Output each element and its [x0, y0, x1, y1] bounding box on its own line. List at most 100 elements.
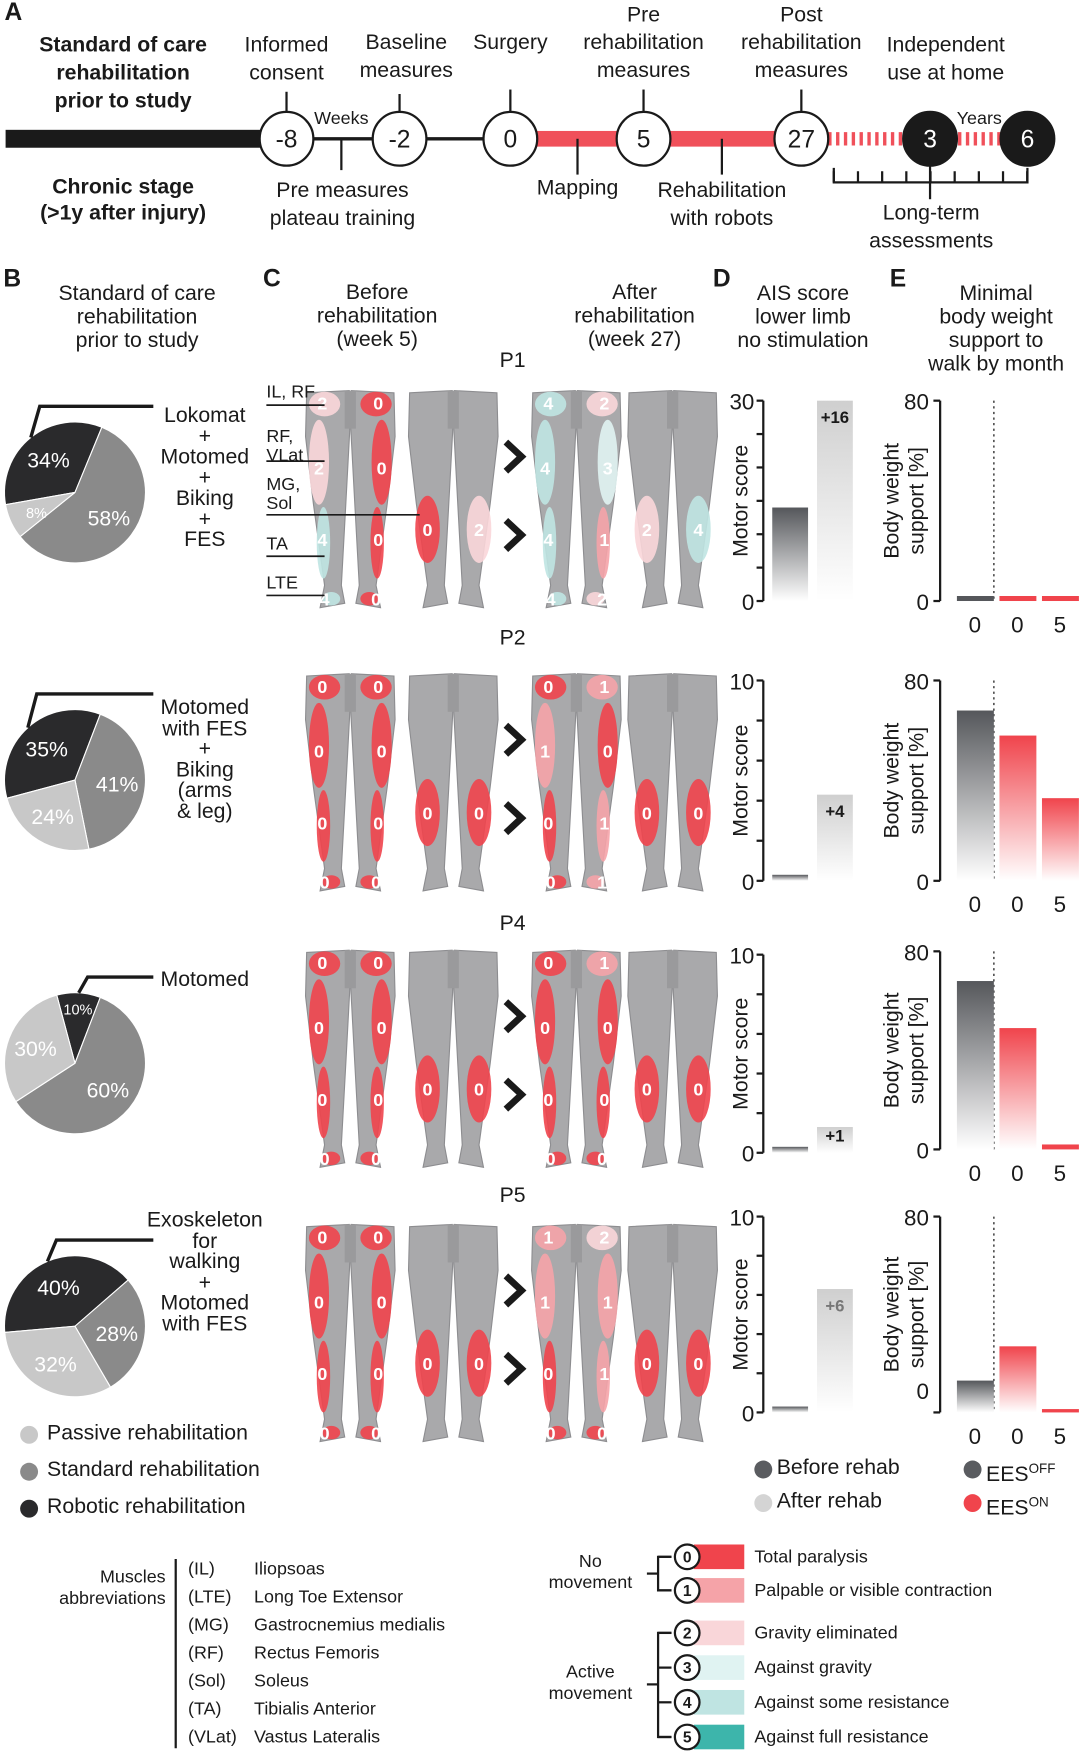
muscle-score: 0 [546, 1149, 556, 1169]
legend-dot [963, 1494, 982, 1513]
milestone-label-informed-consent: Informed consent [244, 33, 329, 86]
bws-ymax-label: 80 [904, 669, 929, 694]
mrc-score-circle [673, 1576, 701, 1604]
muscle-score: 4 [543, 394, 553, 414]
pelvis [344, 950, 356, 989]
legend-label: Passive rehabilitation [47, 1421, 248, 1445]
thigh-muscle [371, 1253, 392, 1339]
muscle-score: 0 [543, 953, 553, 973]
tibialis-anterior-muscle [596, 1066, 610, 1139]
mrc-color-swatch [693, 1544, 745, 1570]
muscle-score: 2 [314, 459, 324, 479]
long-toe-extensor-muscle [322, 1425, 341, 1440]
muscle-score: 0 [597, 1149, 607, 1169]
calf-muscle [415, 778, 440, 847]
muscle-score: 0 [314, 742, 324, 762]
iliopsoas-muscle [308, 674, 341, 700]
pie-label: 58% [88, 507, 131, 531]
bws-y-axis-label-line: support [%] [904, 997, 928, 1105]
calf-muscle [634, 778, 660, 847]
pie-label: 40% [37, 1276, 80, 1300]
chevron-right-icon [503, 1273, 527, 1308]
pie-label: 28% [95, 1322, 138, 1346]
muscle-score: 0 [599, 1090, 609, 1110]
muscle-score: 0 [642, 803, 652, 823]
iliopsoas-muscle [534, 391, 567, 417]
mrc-grade-label: Palpable or visible contraction [754, 1581, 993, 1601]
thigh-muscle [534, 702, 556, 788]
bws-bar-ees-off-month0 [956, 1380, 994, 1413]
pelvis [344, 1224, 356, 1263]
iliopsoas-muscle [308, 951, 341, 976]
thigh-muscle [597, 702, 618, 788]
mrc-grade-label: Against gravity [754, 1658, 872, 1678]
muscle-score: 0 [371, 589, 381, 609]
legend-label: EESON [986, 1490, 1049, 1522]
right-leg [575, 673, 622, 892]
muscle-score: 0 [371, 1149, 381, 1169]
panel-label-d: D [712, 264, 731, 293]
pie-label: 8% [26, 506, 47, 522]
muscle-label-rf-vlat: RF, VLat [266, 427, 304, 466]
muscle-score: 2 [597, 589, 607, 609]
thigh-muscle [371, 702, 392, 788]
before-rehab-title: Before rehabilitation (week 5) [316, 280, 438, 352]
pie-slice [6, 779, 90, 852]
pie-label: 30% [14, 1037, 57, 1061]
left-leg [304, 390, 351, 609]
rehab-type-label: Lokomat + Motomed + Biking + FES [160, 404, 250, 552]
bws-x-tick-label: 0 [969, 612, 981, 637]
tibialis-anterior-muscle [316, 506, 331, 579]
mrc-score: 1 [683, 1583, 692, 1600]
bws-bar-ees-on-month0 [999, 1346, 1037, 1413]
muscle-score: 0 [314, 1018, 324, 1038]
bws-bar-ees-off-month0 [956, 981, 994, 1150]
long-toe-extensor-muscle [586, 1425, 605, 1440]
muscle-score: 0 [317, 953, 327, 973]
calf-muscle [686, 1329, 711, 1397]
bws-ymax-label: 80 [904, 390, 929, 415]
milestone-label-pre-rehab: Pre rehabilitation measures [583, 3, 704, 83]
pelvis [570, 390, 582, 429]
muscle-score: 1 [599, 953, 609, 973]
panel-d-title: AIS score lower limb no stimulation [737, 282, 869, 353]
pelvis [344, 390, 356, 429]
bws-y-axis-label-line: Body weight [880, 1257, 904, 1373]
iliopsoas-muscle [586, 951, 618, 976]
tibialis-anterior-muscle [316, 1340, 331, 1413]
iliopsoas-muscle [586, 391, 618, 417]
tibialis-anterior-muscle [596, 506, 610, 579]
long-term-label: Long-term assessments [869, 201, 994, 253]
muscle-score: 0 [543, 1090, 553, 1110]
muscle-score: 0 [546, 1423, 556, 1443]
no-movement-bracket [656, 1555, 672, 1592]
muscle-score: 0 [317, 813, 327, 833]
ees-state: OFF [1028, 1460, 1056, 1477]
panel-b-title: Standard of care rehabilitation prior to… [58, 282, 216, 353]
bws-ymax-label: 80 [904, 1206, 929, 1231]
rehab-type-label: Exoskeleton for walking + Motomed with F… [146, 1208, 263, 1336]
bws-x-tick-label: 5 [1054, 892, 1066, 917]
ais-delta-label: +6 [825, 1296, 844, 1315]
muscle-score: 0 [597, 1423, 607, 1443]
muscle-score: 0 [642, 1354, 652, 1374]
tibialis-anterior-muscle [542, 506, 557, 579]
muscle-abbreviation: (IL) [188, 1560, 215, 1580]
muscle-score: 1 [599, 530, 609, 550]
milestone-value: 6 [1021, 127, 1035, 154]
muscle-label-lte: LTE [266, 574, 298, 594]
long-toe-extensor-muscle [322, 875, 341, 889]
muscle-score: 0 [373, 1090, 383, 1110]
mrc-score-circle [673, 1654, 701, 1682]
long-toe-extensor-muscle [548, 1151, 567, 1166]
legs-figure-front: 0 0 0 0 0 0 0 0 [304, 949, 396, 1169]
right-leg [349, 390, 396, 609]
calf-muscle [686, 495, 711, 563]
muscle-score: 1 [599, 813, 609, 833]
bws-bar-ees-off-month0 [956, 710, 994, 881]
ais-ymax-label: 10 [729, 944, 754, 969]
mrc-score: 4 [683, 1695, 692, 1712]
